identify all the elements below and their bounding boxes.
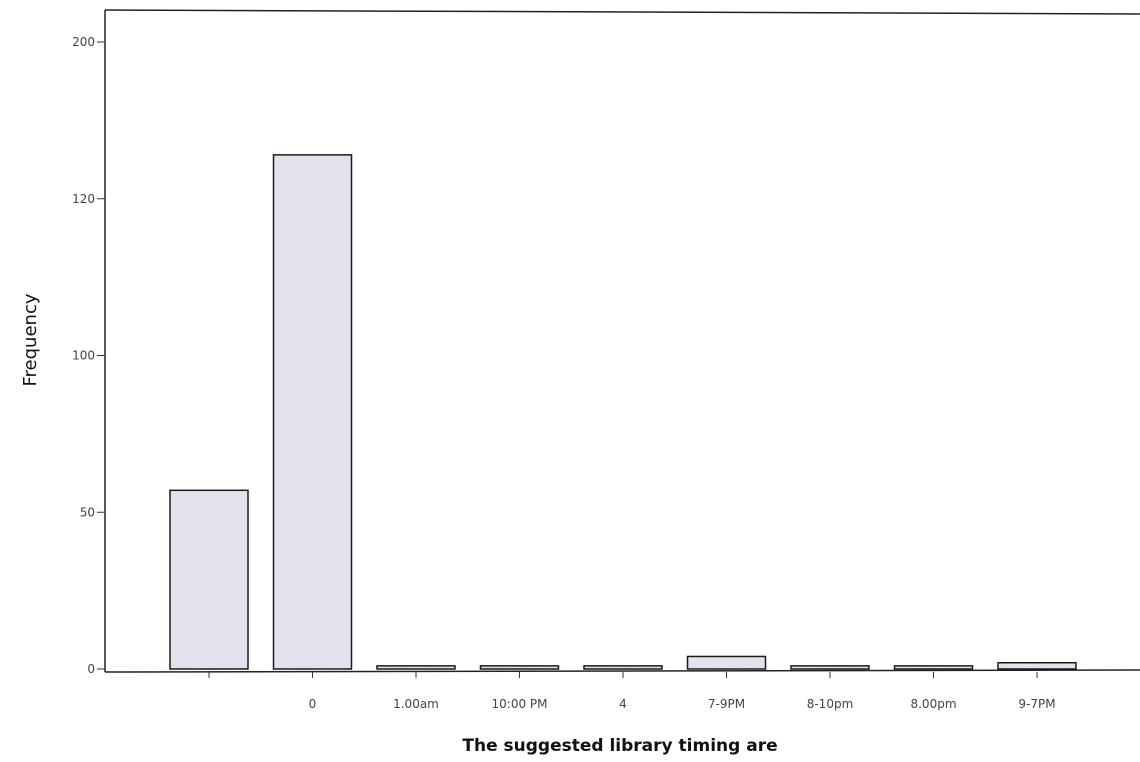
y-tick-label: 50: [80, 505, 95, 519]
plot-frame: [104, 9, 1140, 673]
bar-1: [272, 154, 353, 670]
x-tick-label: 8-10pm: [807, 697, 854, 711]
y-tick-label: 100: [72, 349, 95, 363]
x-tick-label: 8.00pm: [910, 697, 956, 711]
x-tick-group: 0 1.00am 10:00 PM 4 7-9PM 8-10pm 8.00pm 9-7PM: [208, 672, 1056, 711]
plot-top-border: [104, 9, 1140, 15]
y-tick-group: 0 50 100 120 200: [72, 35, 105, 676]
x-tick-label: 10:00 PM: [492, 697, 548, 711]
x-tick-label: 4: [619, 697, 627, 711]
bar-8: [997, 661, 1077, 670]
bar-3: [479, 665, 560, 670]
bar-7: [893, 665, 974, 670]
y-tick-label: 120: [72, 192, 95, 206]
bar-2: [376, 665, 456, 670]
x-tick-label: 1.00am: [393, 697, 439, 711]
bars-group: [169, 154, 1077, 670]
x-axis-title: The suggested library timing are: [462, 736, 777, 756]
bar-0: [169, 489, 249, 670]
y-axis-title: Frequency: [20, 293, 41, 386]
bar-5: [686, 655, 767, 670]
x-axis-line: [104, 669, 1140, 673]
x-tick-label: 7-9PM: [708, 697, 745, 711]
bar-4: [583, 665, 663, 670]
bar-6: [790, 665, 870, 670]
y-tick-label: 200: [72, 35, 95, 49]
y-tick-label: 0: [87, 662, 95, 676]
x-tick-label: 0: [309, 697, 317, 711]
x-tick-label: 9-7PM: [1018, 697, 1055, 711]
